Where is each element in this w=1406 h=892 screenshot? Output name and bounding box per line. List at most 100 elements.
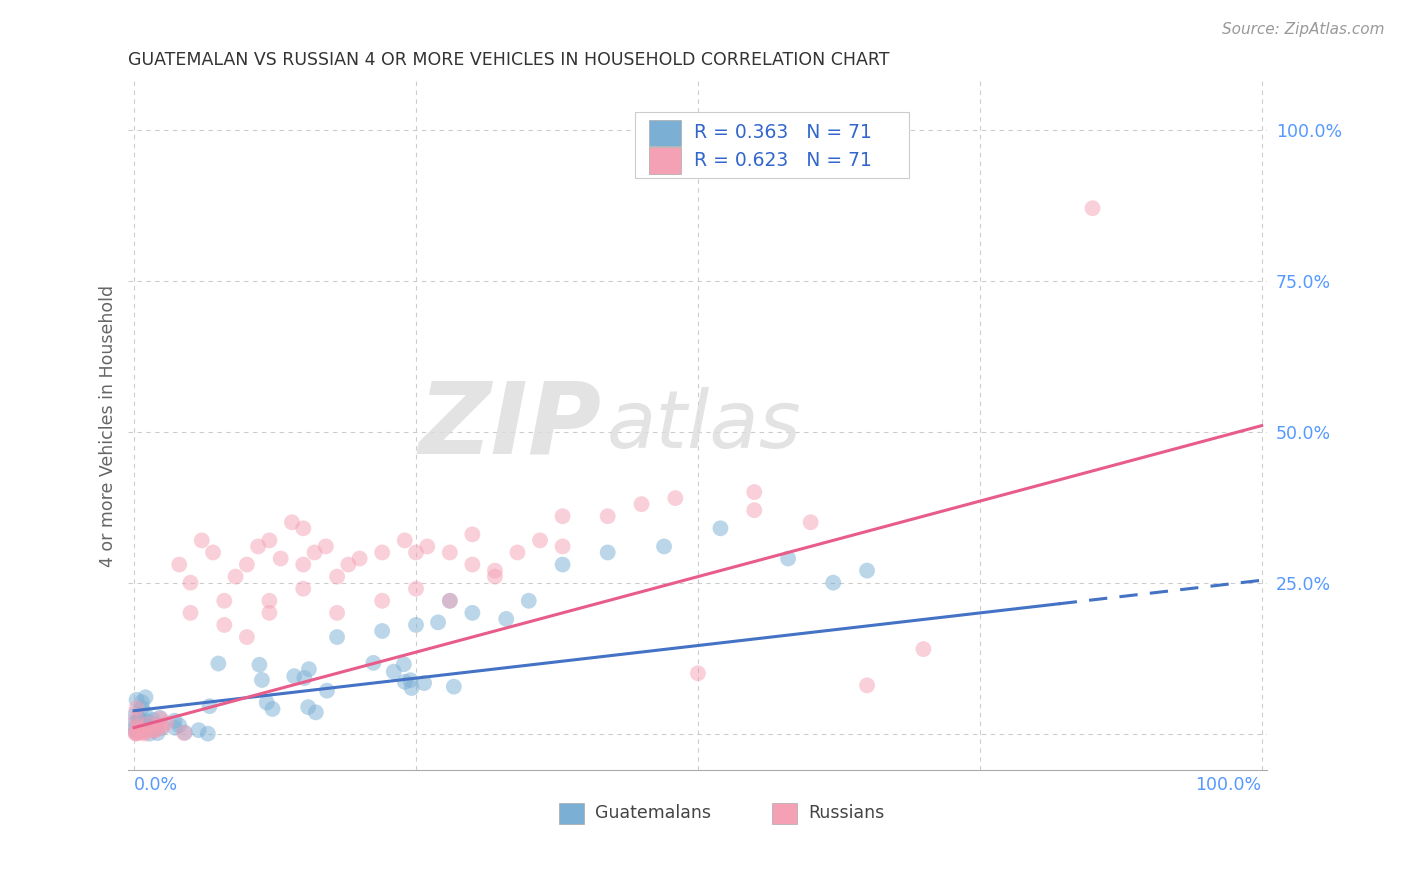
Point [326, 569, 349, 583]
Text: Russians: Russians [808, 805, 884, 822]
Point [461, 558, 484, 572]
Point [337, 558, 360, 572]
Point [128, 722, 150, 736]
Point [371, 594, 394, 608]
Point [664, 491, 686, 505]
Point [800, 516, 823, 530]
Point [382, 665, 405, 679]
Point [778, 551, 800, 566]
Point [135, 720, 157, 734]
Point [292, 521, 315, 535]
Point [297, 700, 319, 714]
Point [152, 720, 174, 734]
Point [439, 594, 461, 608]
Point [529, 533, 551, 548]
Text: atlas: atlas [607, 386, 801, 465]
Point [856, 564, 879, 578]
Point [225, 569, 247, 583]
Point [394, 533, 416, 548]
Point [439, 545, 461, 559]
Point [250, 673, 273, 687]
Point [202, 545, 225, 559]
Point [127, 719, 149, 733]
Point [134, 706, 156, 721]
Point [399, 673, 422, 688]
Point [495, 612, 517, 626]
Point [142, 723, 165, 737]
Point [131, 720, 153, 734]
Point [179, 575, 201, 590]
Point [127, 721, 149, 735]
Y-axis label: 4 or more Vehicles in Household: 4 or more Vehicles in Household [100, 285, 117, 566]
Point [304, 545, 326, 559]
FancyBboxPatch shape [560, 803, 583, 823]
Point [128, 713, 150, 727]
Point [392, 657, 415, 672]
Point [198, 699, 221, 714]
Text: R = 0.623   N = 71: R = 0.623 N = 71 [695, 151, 872, 170]
Point [484, 569, 506, 583]
Point [742, 485, 765, 500]
Point [136, 720, 159, 734]
Point [259, 606, 281, 620]
Point [128, 712, 150, 726]
Point [517, 594, 540, 608]
Text: R = 0.363   N = 71: R = 0.363 N = 71 [695, 123, 872, 143]
Point [142, 713, 165, 727]
Point [141, 723, 163, 737]
Point [298, 662, 321, 676]
Point [247, 540, 270, 554]
Point [506, 545, 529, 559]
Point [630, 497, 652, 511]
Point [191, 533, 214, 548]
Point [125, 726, 148, 740]
Point [131, 695, 153, 709]
Point [349, 551, 371, 566]
Point [443, 680, 465, 694]
Point [326, 630, 349, 644]
Point [179, 606, 201, 620]
Point [173, 726, 195, 740]
Point [551, 540, 574, 554]
Point [145, 717, 167, 731]
Point [596, 545, 619, 559]
Point [169, 718, 191, 732]
Text: Guatemalans: Guatemalans [595, 805, 711, 822]
Point [1081, 201, 1104, 215]
FancyBboxPatch shape [650, 120, 681, 146]
Text: Source: ZipAtlas.com: Source: ZipAtlas.com [1222, 22, 1385, 37]
Point [131, 725, 153, 739]
Point [427, 615, 450, 630]
Point [124, 726, 146, 740]
Point [363, 656, 385, 670]
Point [197, 726, 219, 740]
Point [236, 558, 259, 572]
Point [315, 540, 337, 554]
Point [124, 714, 146, 729]
Point [167, 558, 190, 572]
Point [214, 618, 236, 632]
Point [405, 582, 427, 596]
Point [262, 702, 284, 716]
Point [742, 503, 765, 517]
Point [143, 723, 166, 738]
Point [127, 723, 149, 738]
Point [401, 681, 423, 695]
Point [316, 683, 339, 698]
Point [596, 509, 619, 524]
Point [461, 606, 484, 620]
Point [405, 545, 427, 559]
Point [125, 701, 148, 715]
Point [461, 527, 484, 541]
Point [155, 715, 177, 730]
Point [131, 701, 153, 715]
Point [405, 618, 427, 632]
Point [135, 690, 157, 705]
Point [856, 678, 879, 692]
Point [132, 723, 155, 737]
Point [207, 657, 229, 671]
Point [439, 594, 461, 608]
Point [214, 594, 236, 608]
Point [149, 711, 172, 725]
Point [135, 725, 157, 739]
